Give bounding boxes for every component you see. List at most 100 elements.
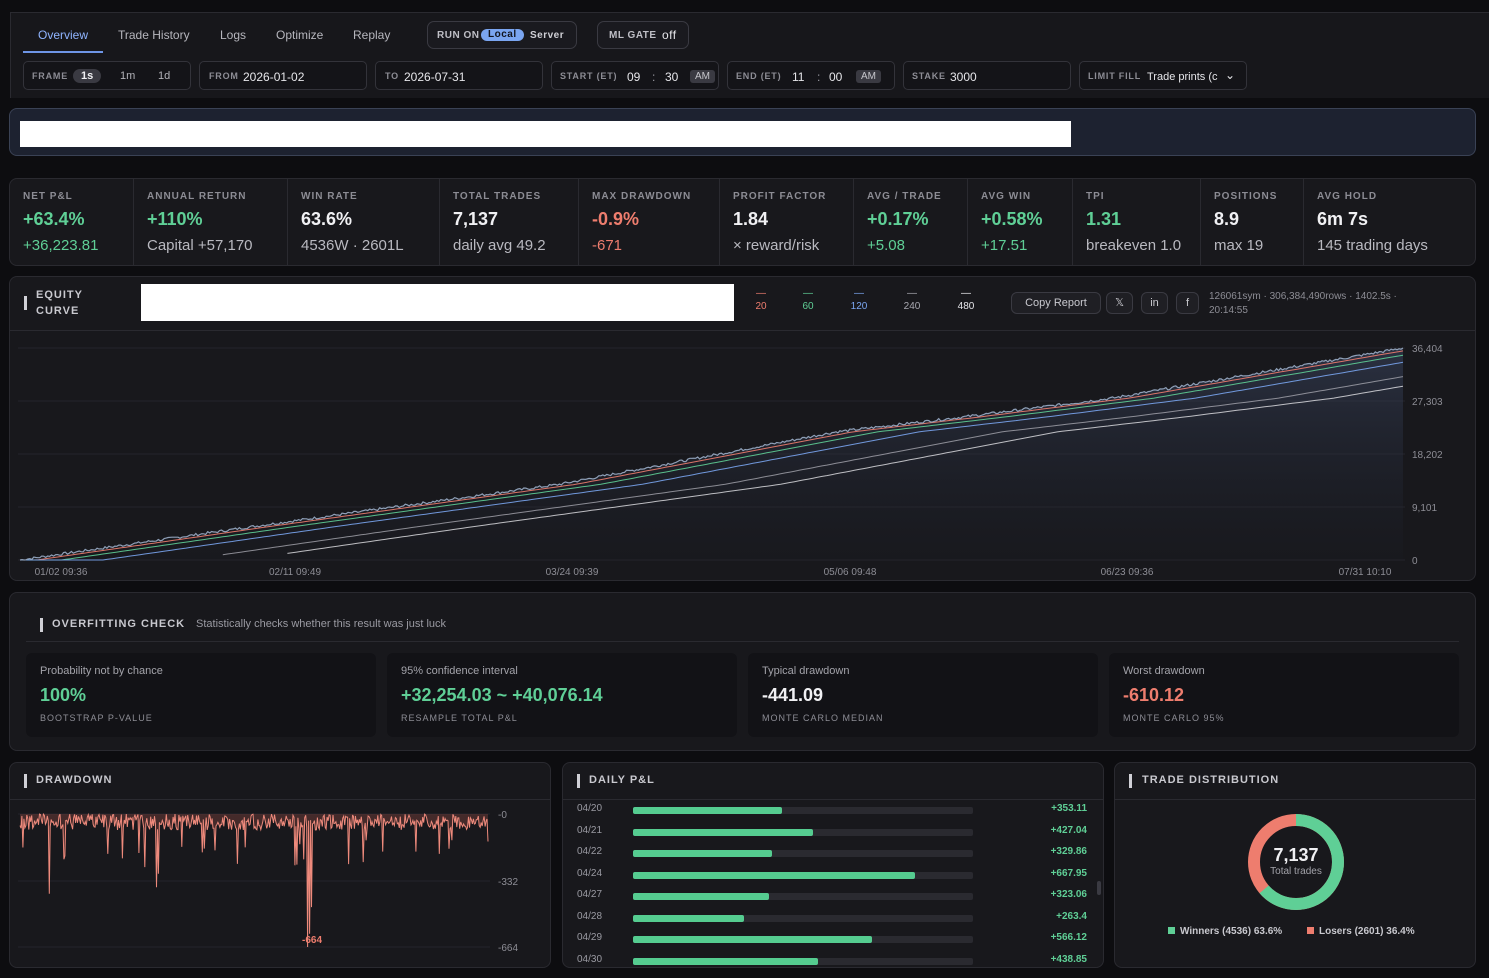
tab-logs[interactable]: Logs: [220, 28, 247, 42]
winners-swatch: [1168, 927, 1175, 934]
share-linkedin-icon[interactable]: in: [1141, 292, 1168, 314]
ma-dash-icon: —: [756, 288, 766, 299]
limit-fill-select[interactable]: LIMIT FILL Trade prints (c ⌄: [1079, 61, 1247, 90]
losers-swatch: [1307, 927, 1314, 934]
legend-losers: Losers (2601) 36.4%: [1307, 926, 1415, 937]
equity-ma-line: [287, 385, 1404, 554]
kpi-subvalue: breakeven 1.0: [1086, 237, 1182, 254]
start-hour[interactable]: 09: [627, 70, 641, 84]
start-label: START (ET): [560, 71, 618, 81]
kpi-card: ANNUAL RETURN +110% Capital +57,170: [134, 179, 288, 265]
kpi-label: TPI: [1086, 191, 1105, 202]
kpi-subvalue: +36,223.81: [23, 237, 99, 254]
end-time-field: END (ET) 11 : 00 AM: [727, 61, 895, 90]
scrollbar-thumb[interactable]: [1097, 881, 1101, 895]
kpi-value: 63.6%: [301, 209, 353, 229]
from-date-field[interactable]: FROM 2026-01-02: [199, 61, 367, 90]
overfit-card-label: 95% confidence interval: [401, 665, 518, 677]
ma-toggle-120[interactable]: — 120: [844, 289, 874, 313]
kpi-card: AVG WIN +0.58% +17.51: [968, 179, 1073, 265]
section-marker: [24, 296, 27, 310]
kpi-value: +63.4%: [23, 209, 85, 229]
ml-gate-toggle[interactable]: ML GATE off: [597, 21, 689, 49]
copy-report-button[interactable]: Copy Report: [1011, 292, 1101, 314]
overfit-card-label: Worst drawdown: [1123, 665, 1205, 677]
equity-ma-line: [20, 350, 1404, 561]
daily-pnl-bar: [633, 850, 772, 857]
drawdown-y-tick: -664: [498, 943, 518, 954]
equity-line: [19, 347, 1404, 561]
kpi-card: POSITIONS 8.9 max 19: [1201, 179, 1304, 265]
daily-pnl-panel: DAILY P&L 04/20 +353.11 04/21 +427.04 04/22 +…: [562, 762, 1104, 968]
overfit-card-value: -441.09: [762, 685, 824, 705]
daily-pnl-track: [633, 828, 973, 836]
daily-pnl-value: +353.11: [1051, 803, 1087, 814]
daily-pnl-row: 04/24 +667.95: [577, 865, 1087, 885]
tab-optimize[interactable]: Optimize: [276, 28, 324, 42]
chevron-down-icon[interactable]: ⌄: [1225, 68, 1236, 82]
stake-field[interactable]: STAKE 3000: [903, 61, 1071, 90]
kpi-value: +110%: [147, 209, 203, 229]
limit-fill-value[interactable]: Trade prints (c: [1147, 71, 1218, 83]
kpi-subvalue: -671: [592, 237, 623, 254]
daily-pnl-track: [633, 850, 973, 857]
run-on-server[interactable]: Server: [530, 30, 565, 41]
ma-toggle-60[interactable]: — 60: [793, 289, 823, 313]
kpi-card: TPI 1.31 breakeven 1.0: [1073, 179, 1201, 265]
run-on-local[interactable]: Local: [481, 29, 524, 41]
ma-toggle-20[interactable]: — 20: [746, 288, 776, 313]
daily-pnl-track: [633, 936, 973, 943]
daily-pnl-row: 04/22 +329.86: [577, 843, 1087, 863]
daily-pnl-value: +263.4: [1056, 910, 1087, 922]
kpi-card: TOTAL TRADES 7,137 daily avg 49.2: [440, 179, 579, 265]
tab-trade-history[interactable]: Trade History: [118, 28, 190, 42]
run-on-toggle[interactable]: RUN ON Local Server: [427, 21, 577, 49]
daily-pnl-bar: [633, 936, 872, 943]
to-date-value[interactable]: 2026-07-31: [404, 70, 466, 84]
end-hour[interactable]: 11: [792, 70, 805, 84]
frame-selector: FRAME 1s 1m 1d: [23, 61, 191, 90]
equity-y-tick: 0: [1412, 556, 1418, 567]
to-date-field[interactable]: TO 2026-07-31: [375, 61, 543, 90]
kpi-value: 8.9: [1214, 209, 1240, 229]
frame-option-1m[interactable]: 1m: [120, 70, 136, 82]
kpi-subvalue: max 19: [1214, 237, 1264, 254]
kpi-subvalue: × reward/risk: [733, 237, 820, 254]
kpi-subvalue: Capital +57,170: [147, 237, 253, 254]
end-colon: :: [817, 70, 821, 84]
daily-pnl-title: DAILY P&L: [589, 774, 655, 786]
share-facebook-icon[interactable]: f: [1176, 292, 1199, 314]
divider: [1115, 799, 1475, 800]
to-label: TO: [385, 71, 399, 81]
ml-gate-value: off: [662, 28, 677, 42]
frame-label: FRAME: [32, 71, 68, 81]
tab-overview[interactable]: Overview: [38, 28, 89, 42]
kpi-value: +0.17%: [867, 209, 929, 229]
overfit-card-value: 100%: [40, 685, 87, 705]
stake-value[interactable]: 3000: [950, 70, 977, 84]
section-marker: [577, 774, 580, 788]
start-ampm[interactable]: AM: [690, 70, 715, 83]
equity-y-tick: 18,202: [1412, 450, 1443, 461]
frame-option-1d[interactable]: 1d: [158, 70, 171, 82]
from-date-value[interactable]: 2026-01-02: [243, 70, 305, 84]
notice-banner: [9, 108, 1476, 156]
end-label: END (ET): [736, 71, 782, 81]
kpi-card: WIN RATE 63.6% 4536W · 2601L: [288, 179, 440, 265]
tab-replay[interactable]: Replay: [353, 28, 391, 42]
share-x-icon[interactable]: 𝕏: [1106, 292, 1133, 314]
daily-pnl-value: +323.06: [1050, 889, 1087, 900]
ma-toggle-480[interactable]: — 480: [951, 289, 981, 313]
equity-ma-line: [20, 361, 1404, 561]
start-minute[interactable]: 30: [665, 70, 679, 84]
drawdown-title: DRAWDOWN: [36, 774, 113, 786]
daily-pnl-bar: [633, 957, 818, 965]
end-ampm[interactable]: AM: [856, 70, 881, 83]
end-minute[interactable]: 00: [829, 70, 843, 84]
drawdown-min-label: -664: [302, 935, 322, 946]
stake-label: STAKE: [912, 71, 946, 81]
ma-toggle-240[interactable]: — 240: [897, 289, 927, 313]
frame-option-1s[interactable]: 1s: [73, 69, 102, 83]
run-on-label: RUN ON: [437, 30, 480, 41]
ma-label: 120: [850, 301, 868, 312]
